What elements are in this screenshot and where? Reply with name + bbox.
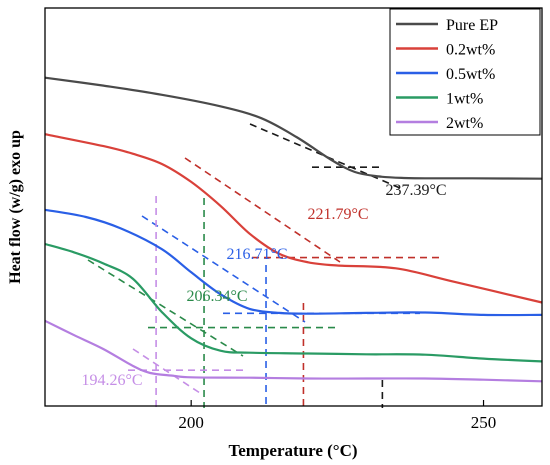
annotation-label-2wt: 194.26°C bbox=[81, 372, 142, 389]
series-line-2wt bbox=[44, 319, 543, 383]
legend-label-pure-ep: Pure EP bbox=[446, 17, 498, 34]
y-axis-label: Heat flow (w/g) exo up bbox=[7, 130, 24, 284]
legend-box bbox=[389, 8, 541, 136]
plot-frame bbox=[44, 7, 543, 407]
annotation-label-1wt: 206.34°C bbox=[186, 288, 247, 305]
legend-label-1wt: 1wt% bbox=[446, 91, 483, 108]
legend-label-0-2wt: 0.2wt% bbox=[446, 42, 495, 59]
tangent-guide-lines bbox=[87, 123, 440, 408]
series-line-1wt bbox=[44, 242, 543, 363]
tangent-pure-ep-slope-line bbox=[249, 123, 401, 189]
series-line-0-5wt bbox=[44, 208, 543, 317]
tangent-2wt-slope-line bbox=[132, 348, 201, 394]
series-line-pure-ep bbox=[44, 76, 543, 180]
x-axis-ticks: 200 250 bbox=[178, 400, 496, 432]
annotation-label-0-5wt: 216.71°C bbox=[226, 246, 287, 263]
tangent-1wt-slope-line bbox=[87, 259, 244, 357]
legend-label-0-5wt: 0.5wt% bbox=[446, 66, 495, 83]
x-tick-label-200: 200 bbox=[178, 413, 204, 432]
legend: Pure EP 0.2wt% 0.5wt% 1wt% 2wt% bbox=[389, 8, 541, 136]
legend-label-2wt: 2wt% bbox=[446, 115, 483, 132]
annotation-label-0-2wt: 221.79°C bbox=[307, 206, 368, 223]
x-tick-label-250: 250 bbox=[471, 413, 497, 432]
x-axis-label: Temperature (°C) bbox=[228, 441, 357, 460]
tangent-0-5wt-slope-line bbox=[141, 215, 306, 323]
annotation-labels: 237.39°C 221.79°C 216.71°C 206.34°C 194.26°C bbox=[81, 182, 446, 389]
series-curves bbox=[44, 76, 543, 383]
series-line-0-2wt bbox=[44, 133, 543, 304]
annotation-label-pure-ep: 237.39°C bbox=[385, 182, 446, 199]
